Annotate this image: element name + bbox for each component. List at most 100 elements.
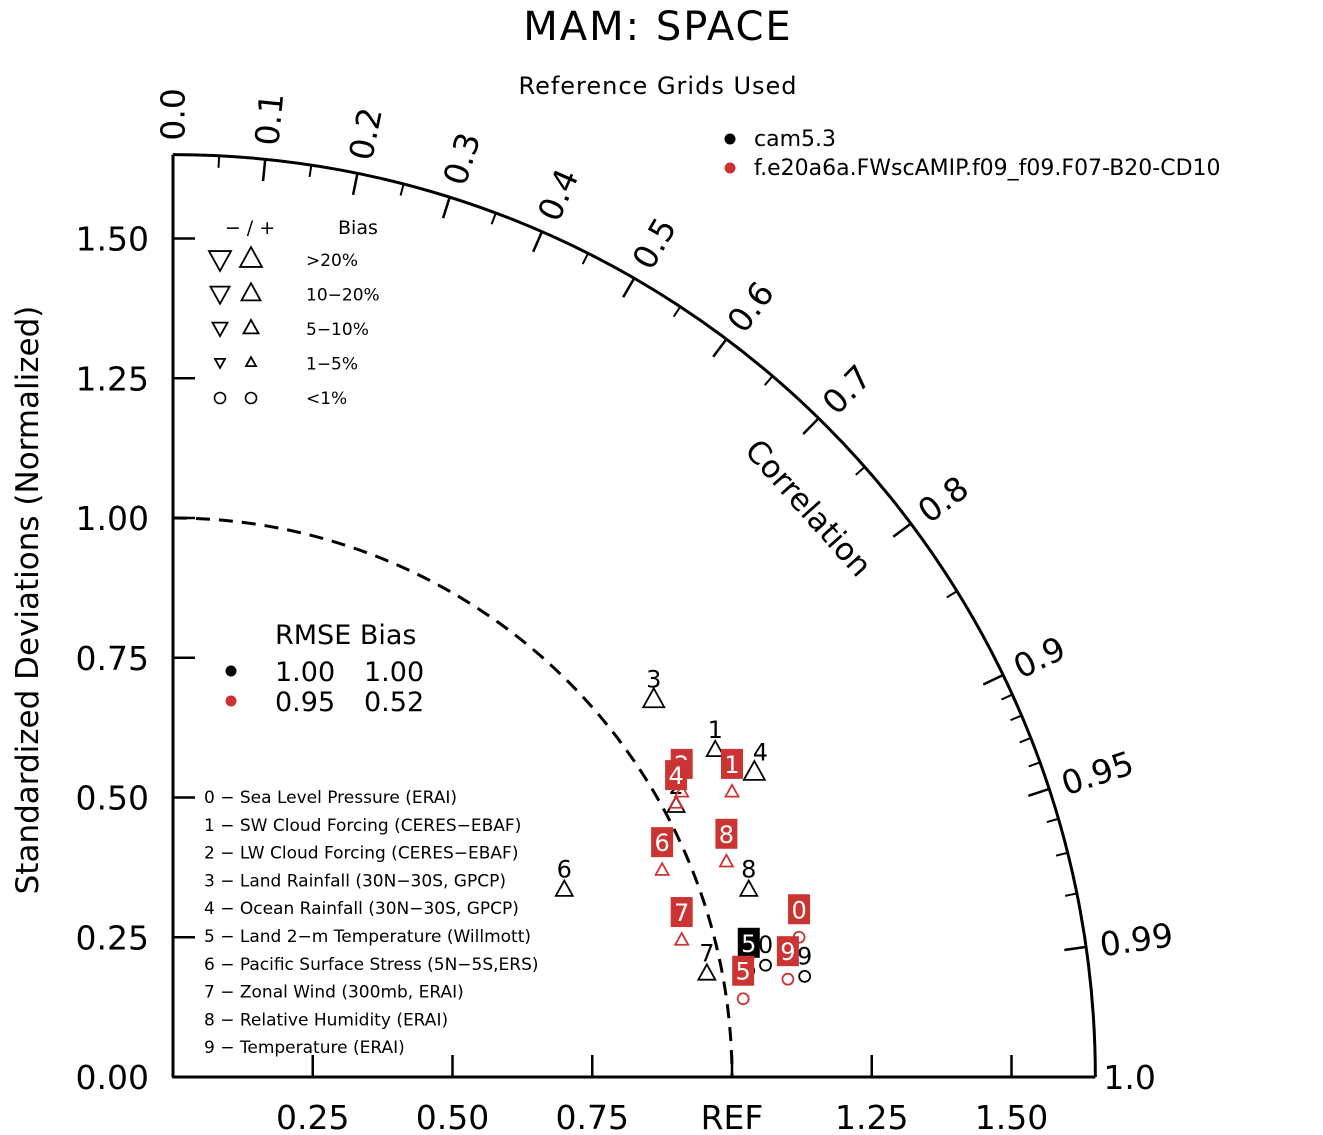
corr-tick [622, 277, 636, 298]
y-tick-label: 0.75 [76, 639, 149, 678]
rmse-legend-bias: 0.52 [364, 687, 424, 718]
point-marker [781, 972, 795, 986]
point-label: 9 [780, 938, 795, 966]
variable-legend-item: 3 − Land Rainfall (30N−30S, GPCP) [204, 871, 506, 891]
corr-minor-tick [1064, 892, 1078, 897]
point-label: 0 [791, 896, 806, 924]
point-label: 8 [719, 821, 734, 849]
bias-legend-down-icon [210, 321, 230, 338]
y-tick-label: 1.00 [76, 499, 149, 538]
point-label-box [776, 936, 799, 967]
point-label: 7 [674, 899, 689, 927]
corr-tick-label: 0.8 [910, 468, 975, 531]
rmse-legend-bias: 1.00 [364, 657, 424, 688]
point-marker [673, 931, 690, 946]
outer-arc [172, 153, 1097, 1078]
x-tick-label: REF [701, 1098, 764, 1135]
rmse-legend-rmse: 0.95 [275, 687, 335, 718]
point-marker [759, 958, 772, 972]
point-cam-7: 7 [696, 940, 717, 981]
series-legend-name: f.e20a6a.FWscAMIP.f09_f09.F07-B20-CD10 [754, 156, 1221, 181]
corr-minor-tick [1019, 737, 1032, 744]
bias-legend-down-icon [208, 285, 232, 306]
y-tick-label: 1.25 [76, 359, 149, 398]
data-points: 0123456789012456789 [554, 666, 812, 1006]
x-tick-label: 0.25 [276, 1098, 349, 1135]
point-marker [673, 783, 690, 798]
point-cam-4: 4 [742, 738, 768, 781]
point-label: 9 [797, 942, 812, 970]
bias-legend-circle-icon [213, 391, 227, 405]
bias-legend-down-icon [213, 357, 227, 370]
point-marker [742, 759, 767, 781]
corr-tick-label: 1.0 [1103, 1058, 1155, 1097]
point-marker [736, 992, 750, 1006]
variable-legend-item: 5 − Land 2−m Temperature (Willmott) [204, 927, 531, 947]
point-label: 5 [741, 930, 756, 958]
point-label-box [732, 955, 755, 986]
y-tick-label: 1.50 [76, 220, 149, 259]
point-label: 4 [753, 738, 768, 766]
axes: 0.000.250.500.751.001.251.500.25 0.50 0.75… [10, 153, 1097, 1135]
corr-minor-tick [1010, 714, 1022, 722]
point-cam-1: 1 [705, 716, 726, 758]
point-label: 3 [646, 666, 661, 694]
rmse-legend-dot [225, 665, 237, 677]
corr-tick [441, 196, 451, 219]
y-tick-label: 0.25 [76, 918, 149, 957]
point-label: 0 [758, 931, 773, 959]
point-exp-0: 0 [788, 894, 811, 944]
point-label-box [651, 827, 674, 858]
bias-legend-up-icon [238, 245, 264, 268]
variable-legend-item: 1 − SW Cloud Forcing (CERES−EBAF) [204, 816, 521, 836]
chart-title: MAM: SPACE [523, 4, 792, 50]
series-legend-dot [724, 162, 736, 174]
variable-legend-item: 8 − Relative Humidity (ERAI) [204, 1010, 448, 1030]
point-marker [554, 878, 575, 897]
point-label: 5 [736, 958, 751, 986]
variable-legend-item: 6 − Pacific Surface Stress (5N−5S,ERS) [204, 955, 539, 975]
variable-legend-item: 2 − LW Cloud Forcing (CERES−EBAF) [204, 844, 518, 864]
corr-tick-label: 0.95 [1056, 743, 1138, 803]
bias-legend-up-icon [244, 355, 258, 368]
corr-tick-label: 0.4 [530, 163, 587, 227]
bias-legend-circle-icon [244, 391, 258, 405]
corr-minor-tick [855, 466, 866, 476]
reference-std-arc [172, 516, 734, 1078]
corr-tick-label: 0.99 [1097, 915, 1175, 964]
corr-minor-tick [217, 155, 221, 168]
corr-tick-label: 0.2 [341, 104, 390, 163]
point-marker [654, 861, 671, 876]
point-label-box [670, 897, 693, 928]
point-cam-5: 5 [737, 927, 760, 978]
corr-tick [712, 338, 728, 358]
rmse-legend-title: RMSE Bias [275, 620, 416, 651]
point-marker [798, 969, 812, 983]
point-cam-0: 0 [758, 931, 773, 972]
point-exp-9: 9 [776, 936, 799, 986]
point-marker [705, 738, 726, 758]
point-exp-8: 8 [715, 818, 738, 868]
corr-tick [531, 231, 544, 253]
corr-tick-label: 0.0 [154, 88, 193, 140]
point-marker [723, 783, 741, 798]
bias-legend-row: 1−5% [306, 355, 358, 375]
point-label-box [788, 894, 811, 925]
corr-tick [261, 159, 267, 182]
x-tick-label: 0.50 [416, 1098, 489, 1135]
point-label: 6 [654, 829, 669, 857]
variable-legend-item: 4 − Ocean Rainfall (30N−30S, GPCP) [204, 899, 519, 919]
y-tick-label: 0.50 [76, 779, 149, 818]
reference-arc [172, 516, 734, 1078]
corr-minor-tick [308, 164, 313, 178]
point-label: 1 [724, 751, 739, 779]
corr-tick [802, 417, 820, 435]
point-exp-4: 4 [665, 760, 688, 809]
corr-tick [351, 173, 359, 196]
rmse-legend-dot [225, 695, 237, 707]
corr-minor-tick [1028, 761, 1041, 768]
point-cam-9: 9 [797, 942, 812, 983]
series-legend-name: cam5.3 [754, 127, 836, 152]
bias-legend-row: <1% [306, 389, 347, 409]
